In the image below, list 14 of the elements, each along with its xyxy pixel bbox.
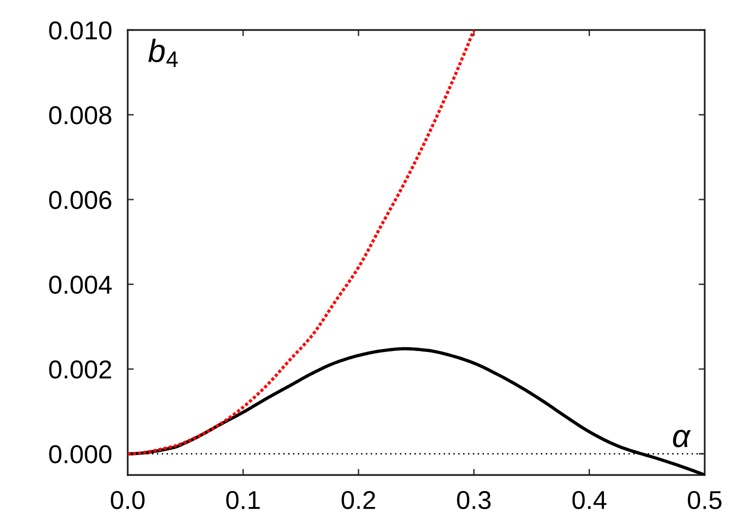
y-tick-label: 0.008	[49, 106, 112, 124]
x-tick-label: 0.2	[342, 490, 376, 510]
y-tick-label: 0.004	[49, 276, 112, 294]
y-tick-label: 0.002	[49, 360, 112, 379]
y-tick-label: 0.010	[49, 21, 112, 40]
x-tick-label: 0.0	[110, 490, 145, 510]
x-tick-label: 0.3	[457, 490, 491, 510]
x-tick-label: 0.4	[572, 490, 606, 510]
y-tick-label: 0.000	[49, 445, 112, 464]
x-tick-label: 0.5	[688, 490, 722, 510]
x-axis-title: α	[673, 430, 691, 448]
x-tick-label: 0.1	[226, 490, 260, 510]
y-tick-label: 0.006	[49, 190, 112, 210]
y-axis-title: b$_{4}$	[148, 38, 178, 67]
